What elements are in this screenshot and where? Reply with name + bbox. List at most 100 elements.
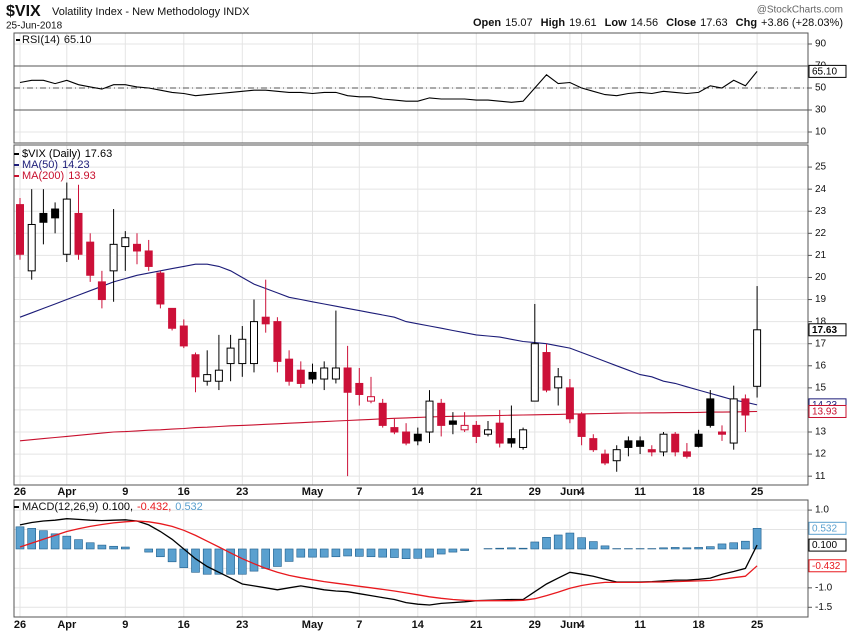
moving-average-line bbox=[19, 410, 758, 442]
legend-entry: MACD(12,26,9) 0.100, -0.432, 0.532 bbox=[22, 501, 203, 513]
histogram-bar bbox=[565, 532, 575, 550]
x-tick-label: 16 bbox=[178, 619, 190, 631]
histogram-bar bbox=[600, 545, 610, 550]
candle-body bbox=[565, 387, 574, 420]
moving-average-line bbox=[19, 263, 758, 406]
candle-body bbox=[355, 382, 364, 395]
candle-body bbox=[706, 398, 715, 426]
x-tick-label: 21 bbox=[470, 619, 482, 631]
x-tick-label: 25 bbox=[751, 486, 763, 498]
y-tick-label: 17 bbox=[815, 338, 827, 349]
x-tick-label: 25 bbox=[751, 619, 763, 631]
candle-body bbox=[378, 402, 387, 426]
x-tick-label: 4 bbox=[579, 619, 586, 631]
x-tick-label: 23 bbox=[236, 619, 248, 631]
candle-body bbox=[320, 367, 329, 380]
candle-body bbox=[343, 367, 352, 393]
candle-body bbox=[109, 243, 118, 272]
candle-body bbox=[121, 237, 130, 248]
legend-name: RSI(14) bbox=[22, 34, 60, 46]
histogram-bar bbox=[717, 543, 727, 550]
histogram-bar bbox=[15, 526, 25, 550]
histogram-bar bbox=[553, 534, 563, 550]
y-tick-label: 90 bbox=[815, 39, 827, 50]
histogram-bar bbox=[156, 548, 165, 558]
histogram-bar bbox=[354, 548, 364, 557]
legend-title: MACD(12,26,9) bbox=[22, 501, 98, 513]
candle-body bbox=[367, 396, 375, 402]
candle-body bbox=[554, 376, 563, 389]
x-tick-label: 18 bbox=[692, 486, 704, 498]
candle-body bbox=[577, 413, 586, 437]
quote-value: 15.07 bbox=[505, 17, 533, 29]
candle-body bbox=[51, 208, 60, 219]
candle-body bbox=[507, 438, 516, 444]
histogram-bar bbox=[577, 537, 586, 550]
y-tick-label: 22 bbox=[815, 228, 827, 239]
histogram-bar bbox=[518, 547, 528, 550]
x-tick-label: 9 bbox=[122, 619, 128, 631]
histogram-bar bbox=[507, 547, 516, 550]
x-tick-label: 14 bbox=[412, 486, 425, 498]
candle-body bbox=[144, 250, 153, 267]
value-tag bbox=[808, 323, 847, 337]
candle-body bbox=[191, 354, 200, 378]
candle-body bbox=[16, 204, 24, 255]
quote-label: Low bbox=[605, 17, 627, 29]
y-tick-label: 25 bbox=[815, 162, 827, 173]
symbol: $VIX bbox=[6, 3, 41, 20]
legend-value: -0.432, bbox=[137, 501, 171, 513]
candle-body bbox=[238, 338, 247, 365]
histogram-bar bbox=[682, 547, 692, 550]
candle-body bbox=[86, 241, 95, 276]
x-tick-label: 29 bbox=[529, 486, 541, 498]
histogram-bar bbox=[226, 548, 235, 575]
candle-body bbox=[203, 374, 212, 382]
candle-body bbox=[226, 347, 235, 365]
histogram-bar bbox=[530, 541, 540, 550]
legend-entry: $VIX (Daily) 17.63 bbox=[22, 148, 112, 160]
y-tick-label: -1.5 bbox=[815, 602, 833, 613]
x-tick-label: 29 bbox=[529, 619, 541, 631]
quote-label: Chg bbox=[736, 17, 757, 29]
value-tag bbox=[808, 538, 847, 552]
candle-body bbox=[636, 440, 645, 447]
value-tag-label: 13.93 bbox=[812, 407, 837, 418]
legend-value: 14.23 bbox=[62, 159, 90, 171]
candle-body bbox=[402, 431, 411, 444]
histogram-bar bbox=[705, 546, 715, 550]
panel-frame bbox=[13, 144, 809, 486]
candle-body bbox=[62, 198, 71, 255]
candle-body bbox=[659, 433, 668, 453]
histogram-bar bbox=[202, 548, 212, 575]
x-tick-label: 16 bbox=[178, 486, 190, 498]
candle-body bbox=[448, 420, 457, 425]
quote-label: High bbox=[541, 17, 566, 29]
histogram-bar bbox=[27, 528, 37, 550]
candle-body bbox=[612, 449, 621, 462]
x-tick-label: 7 bbox=[356, 619, 362, 631]
quote-value: 17.63 bbox=[700, 17, 728, 29]
histogram-bar bbox=[74, 539, 83, 550]
candle-body bbox=[460, 424, 469, 431]
candle-body bbox=[168, 307, 177, 329]
histogram-bar bbox=[296, 548, 306, 558]
panel-frame bbox=[13, 499, 809, 618]
histogram-bar bbox=[425, 548, 434, 558]
x-tick-label: 4 bbox=[579, 486, 586, 498]
legend-value: 65.10 bbox=[64, 34, 92, 46]
candle-body bbox=[331, 367, 340, 380]
candle-body bbox=[261, 316, 270, 325]
x-tick-label: Apr bbox=[57, 619, 77, 631]
y-tick-label: 23 bbox=[815, 206, 827, 217]
legend-name: MA(200) bbox=[22, 170, 64, 182]
candle-body bbox=[624, 440, 633, 448]
histogram-bar bbox=[741, 540, 750, 550]
histogram-bar bbox=[214, 548, 224, 575]
histogram-bar bbox=[670, 547, 680, 550]
histogram-bar bbox=[85, 542, 95, 550]
quote: Open 15.07 High 19.61 Low 14.56 Close 17.63 Chg +… bbox=[473, 17, 843, 29]
candle-body bbox=[133, 243, 141, 252]
quote-value: 19.61 bbox=[569, 17, 597, 29]
candle-body bbox=[97, 281, 106, 301]
